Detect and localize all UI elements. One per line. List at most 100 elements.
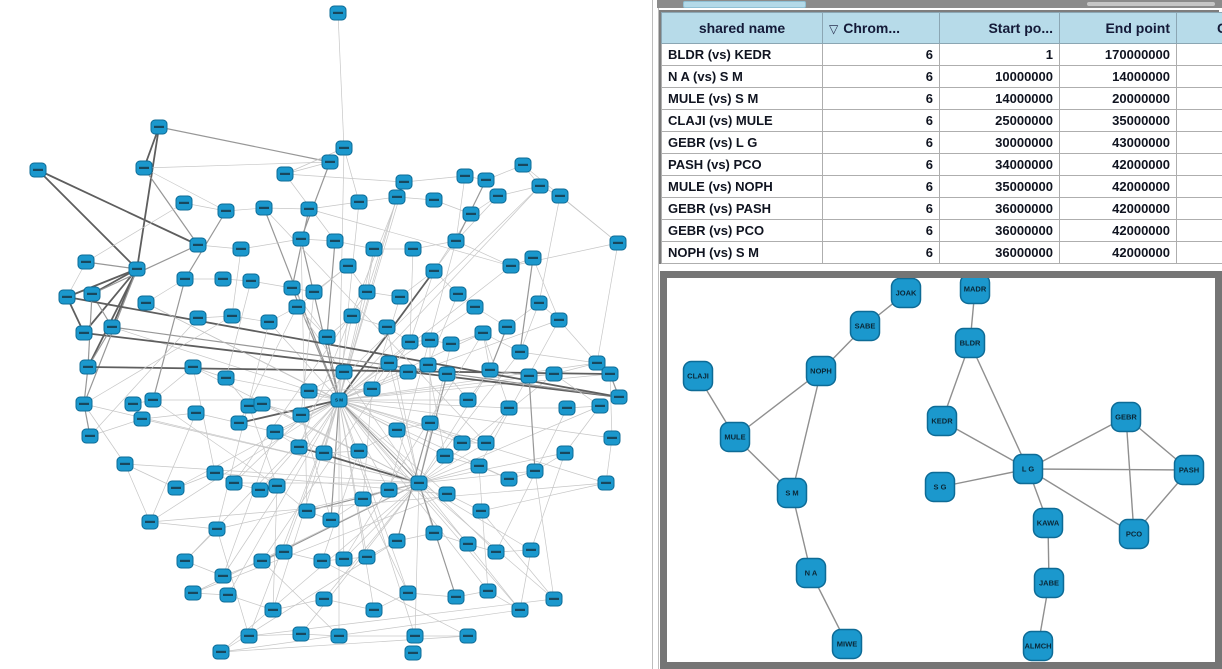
cell-value[interactable]: 42000000 bbox=[1059, 175, 1177, 198]
network-node[interactable] bbox=[425, 263, 443, 279]
scrollbar-blue-thumb[interactable] bbox=[683, 1, 806, 8]
sub-network-panel[interactable]: JOAK MADR SABE BLDR NOPH CLAJI MULE KEDR GEBR L G… bbox=[660, 271, 1222, 669]
network-node-pco[interactable]: PCO bbox=[1118, 518, 1150, 550]
network-edge[interactable] bbox=[225, 377, 340, 401]
network-edge[interactable] bbox=[338, 399, 521, 611]
network-node[interactable] bbox=[223, 308, 241, 324]
cell-shared-name[interactable]: GEBR (vs) PASH bbox=[661, 197, 823, 220]
network-edge[interactable] bbox=[233, 291, 368, 484]
network-node[interactable] bbox=[526, 463, 544, 479]
network-node-noph[interactable]: NOPH bbox=[805, 355, 837, 387]
network-node[interactable] bbox=[438, 486, 456, 502]
table-row[interactable]: N A (vs) S M610000000140000006.6 bbox=[661, 65, 1222, 88]
network-node-pash[interactable]: PASH bbox=[1173, 454, 1205, 486]
network-node[interactable] bbox=[214, 271, 232, 287]
network-node[interactable] bbox=[502, 258, 520, 274]
network-node[interactable] bbox=[176, 553, 194, 569]
network-node[interactable] bbox=[298, 503, 316, 519]
main-network-panel[interactable]: S M bbox=[0, 0, 652, 669]
network-edge[interactable] bbox=[330, 399, 340, 521]
cell-value[interactable]: 1 bbox=[939, 43, 1060, 66]
network-edge[interactable] bbox=[184, 399, 340, 562]
network-edge[interactable] bbox=[272, 485, 278, 611]
network-node[interactable] bbox=[214, 568, 232, 584]
cell-value[interactable]: 42000000 bbox=[1059, 219, 1177, 242]
network-node[interactable] bbox=[288, 299, 306, 315]
network-edge[interactable] bbox=[495, 407, 568, 553]
network-edge[interactable] bbox=[528, 375, 536, 472]
cell-shared-name[interactable]: NOPH (vs) S M bbox=[661, 241, 823, 264]
network-node[interactable] bbox=[459, 392, 477, 408]
network-node[interactable] bbox=[447, 233, 465, 249]
network-edge[interactable] bbox=[300, 238, 340, 401]
network-node[interactable] bbox=[524, 250, 542, 266]
network-node[interactable] bbox=[75, 396, 93, 412]
network-edge[interactable] bbox=[225, 280, 252, 379]
network-edge[interactable] bbox=[87, 268, 138, 368]
network-edge[interactable] bbox=[455, 175, 466, 242]
cell-value[interactable]: 6 bbox=[822, 43, 940, 66]
network-edge[interactable] bbox=[1125, 416, 1135, 535]
network-edge[interactable] bbox=[338, 373, 611, 401]
network-node[interactable] bbox=[167, 480, 185, 496]
network-edge[interactable] bbox=[1027, 468, 1135, 535]
network-edge[interactable] bbox=[89, 418, 143, 437]
network-node[interactable] bbox=[610, 389, 628, 405]
panel-splitter[interactable] bbox=[652, 0, 659, 669]
network-node[interactable] bbox=[79, 359, 97, 375]
network-node[interactable] bbox=[511, 602, 529, 618]
network-node[interactable] bbox=[268, 478, 286, 494]
network-node[interactable] bbox=[253, 553, 271, 569]
cell-value[interactable]: 6 bbox=[822, 65, 940, 88]
network-node[interactable] bbox=[150, 119, 168, 135]
scrollbar-gray-thumb[interactable] bbox=[1087, 2, 1215, 6]
network-node[interactable] bbox=[591, 398, 609, 414]
network-node[interactable] bbox=[292, 231, 310, 247]
network-edge[interactable] bbox=[596, 242, 619, 364]
table-row[interactable]: CLAJI (vs) MULE625000000350000005.9 bbox=[661, 109, 1222, 132]
cell-value[interactable]: 192.0 bbox=[1176, 43, 1222, 66]
network-node[interactable] bbox=[388, 533, 406, 549]
network-node[interactable] bbox=[335, 551, 353, 567]
cell-value[interactable]: 36000000 bbox=[939, 197, 1060, 220]
network-edge[interactable] bbox=[220, 635, 469, 653]
network-node[interactable] bbox=[419, 357, 437, 373]
network-edge[interactable] bbox=[231, 248, 242, 317]
cell-value[interactable]: 8.4 bbox=[1176, 219, 1222, 242]
network-node-miwe[interactable]: MIWE bbox=[831, 628, 863, 660]
network-edge[interactable] bbox=[519, 549, 532, 611]
network-edge[interactable] bbox=[343, 332, 484, 560]
network-edge[interactable] bbox=[519, 257, 534, 353]
network-node[interactable] bbox=[358, 549, 376, 565]
network-edge[interactable] bbox=[338, 399, 510, 409]
network-edge[interactable] bbox=[240, 238, 302, 250]
network-edge[interactable] bbox=[323, 482, 420, 600]
network-node[interactable] bbox=[212, 644, 230, 660]
network-edge[interactable] bbox=[124, 463, 151, 523]
network-node[interactable] bbox=[253, 396, 271, 412]
network-node[interactable] bbox=[601, 366, 619, 382]
cell-value[interactable]: 10000000 bbox=[939, 65, 1060, 88]
network-edge[interactable] bbox=[296, 265, 349, 308]
network-edge[interactable] bbox=[414, 482, 420, 637]
network-node[interactable] bbox=[436, 448, 454, 464]
table-row[interactable]: MULE (vs) S M614000000200000007.5 bbox=[661, 87, 1222, 110]
network-node[interactable] bbox=[550, 312, 568, 328]
network-node[interactable] bbox=[318, 329, 336, 345]
column-header-genetic[interactable]: Genetic... bbox=[1176, 12, 1222, 44]
network-edge[interactable] bbox=[83, 268, 138, 334]
network-edge[interactable] bbox=[338, 147, 345, 401]
network-node[interactable] bbox=[217, 370, 235, 386]
network-node[interactable] bbox=[545, 591, 563, 607]
network-node[interactable] bbox=[315, 591, 333, 607]
network-edge[interactable] bbox=[291, 287, 328, 338]
network-node[interactable] bbox=[609, 235, 627, 251]
cell-value[interactable]: 30000000 bbox=[939, 131, 1060, 154]
network-node-bldr[interactable]: BLDR bbox=[954, 327, 986, 359]
network-node[interactable] bbox=[399, 585, 417, 601]
network-edge[interactable] bbox=[338, 399, 607, 484]
network-edge[interactable] bbox=[261, 341, 411, 562]
network-edge[interactable] bbox=[284, 173, 405, 183]
network-node[interactable] bbox=[242, 273, 260, 289]
network-node[interactable] bbox=[395, 174, 413, 190]
